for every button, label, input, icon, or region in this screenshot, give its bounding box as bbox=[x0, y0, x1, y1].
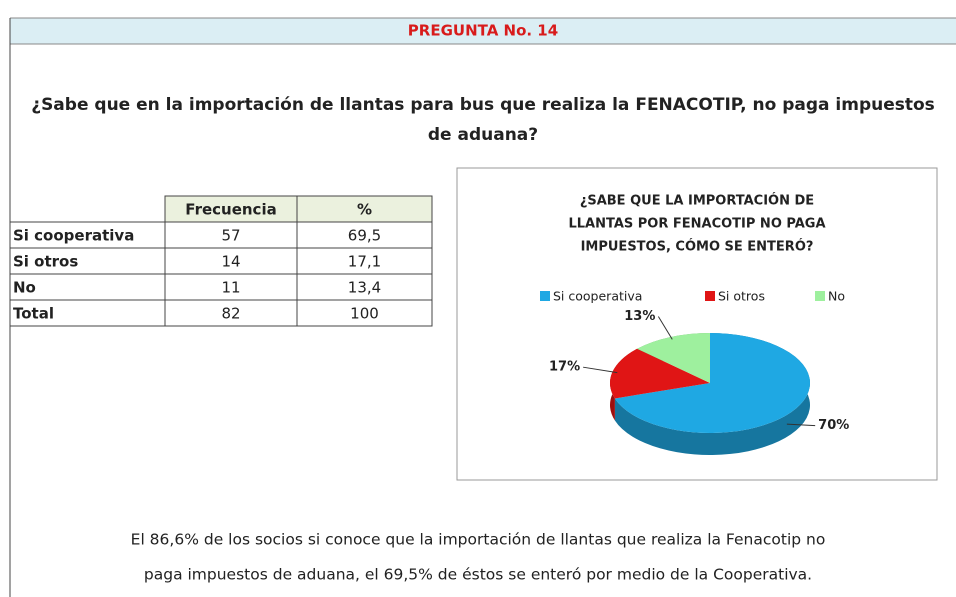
cell-value: 100 bbox=[350, 305, 379, 323]
leader-line bbox=[583, 366, 618, 374]
legend-label: Si otros bbox=[718, 289, 765, 304]
row-label: Si otros bbox=[13, 253, 78, 271]
header-title: PREGUNTA No. 14 bbox=[408, 22, 558, 40]
legend-swatch bbox=[815, 291, 825, 301]
legend-swatch bbox=[705, 291, 715, 301]
legend-swatch bbox=[540, 291, 550, 301]
row-label: Si cooperativa bbox=[13, 227, 134, 245]
question: de aduana? bbox=[428, 125, 538, 145]
cell-value: 13,4 bbox=[348, 279, 381, 297]
chart-title: LLANTAS POR FENACOTIP NO PAGA bbox=[568, 217, 825, 232]
legend-label: No bbox=[828, 289, 845, 304]
cell-value: 57 bbox=[221, 227, 240, 245]
cell-value: 69,5 bbox=[348, 227, 381, 245]
leader-line bbox=[657, 316, 673, 340]
slice bbox=[610, 348, 710, 399]
conclusion: El 86,6% de los socios si conoce que la … bbox=[131, 531, 826, 549]
leader-line bbox=[786, 423, 816, 427]
column-header: Frecuencia bbox=[185, 201, 276, 219]
header-bar bbox=[10, 18, 956, 44]
data-label: 17% bbox=[549, 360, 580, 375]
conclusion: paga impuestos de aduana, el 69,5% de és… bbox=[144, 566, 812, 584]
cell bbox=[296, 299, 433, 327]
column-header: % bbox=[357, 201, 372, 219]
row-label: No bbox=[13, 279, 36, 297]
header-cell bbox=[296, 195, 433, 223]
chart-title: IMPUESTOS, CÓMO SE ENTERÓ? bbox=[581, 239, 814, 255]
cell-value: 17,1 bbox=[348, 253, 381, 271]
slice bbox=[637, 333, 710, 383]
table: Frecuencia % Si cooperativa 57 69,5 Si otros 1… bbox=[9, 195, 433, 327]
cell-value: 82 bbox=[221, 305, 240, 323]
data-label: 13% bbox=[624, 309, 655, 324]
question: ¿Sabe que en la importación de llantas p… bbox=[31, 95, 935, 115]
row-label: Total bbox=[13, 305, 54, 323]
data-label: 70% bbox=[818, 418, 849, 433]
chart-title: ¿SABE QUE LA IMPORTACIÓN DE bbox=[580, 193, 814, 209]
cell-value: 14 bbox=[221, 253, 240, 271]
chart: ¿SABE QUE LA IMPORTACIÓN DE LLANTAS POR F… bbox=[540, 193, 849, 455]
cell-value: 11 bbox=[221, 279, 240, 297]
legend-label: Si cooperativa bbox=[553, 289, 642, 304]
slice bbox=[614, 333, 810, 433]
